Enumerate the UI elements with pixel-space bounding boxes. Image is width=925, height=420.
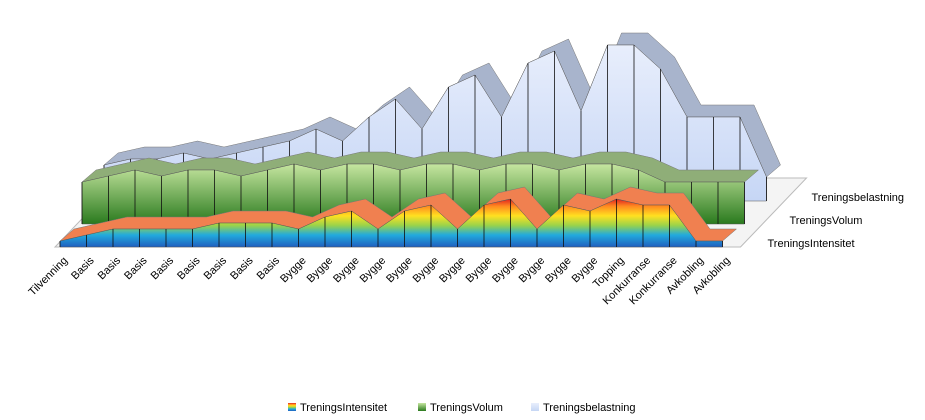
x-tick-label: Basis bbox=[149, 254, 177, 282]
x-tick-label: Bygge bbox=[331, 255, 362, 286]
legend-swatch bbox=[288, 403, 296, 411]
x-tick-label: Basis bbox=[228, 254, 256, 282]
legend-label: TreningsIntensitet bbox=[300, 402, 387, 414]
x-tick-label: Bygge bbox=[305, 255, 336, 286]
x-tick-label: Bygge bbox=[437, 255, 468, 286]
legend-label: Treningsbelastning bbox=[543, 402, 636, 414]
x-tick-label: Bygge bbox=[517, 255, 548, 286]
x-tick-label: Basis bbox=[202, 254, 230, 282]
x-tick-label: Bygge bbox=[464, 255, 495, 286]
x-tick-label: Bygge bbox=[278, 255, 309, 286]
legend-swatch bbox=[418, 403, 426, 411]
x-tick-label: Basis bbox=[96, 254, 124, 282]
series bbox=[59, 186, 738, 248]
legend-label: TreningsVolum bbox=[430, 402, 503, 414]
x-tick-label: Bygge bbox=[384, 255, 415, 286]
series-label: TreningsVolum bbox=[790, 215, 863, 227]
x-tick-label: Bygge bbox=[411, 255, 442, 286]
x-tick-label: Basis bbox=[175, 254, 203, 282]
x-tick-label: Basis bbox=[69, 254, 97, 282]
x-tick-label: Bygge bbox=[490, 255, 521, 286]
x-tick-label: Bygge bbox=[358, 255, 389, 286]
x-tick-label: Tilvenning bbox=[27, 255, 71, 299]
legend-swatch bbox=[531, 403, 539, 411]
series-label: TreningsIntensitet bbox=[768, 238, 855, 250]
x-tick-label: Basis bbox=[122, 254, 150, 282]
x-tick-label: Bygge bbox=[543, 255, 574, 286]
series-label: Treningsbelastning bbox=[812, 192, 905, 204]
